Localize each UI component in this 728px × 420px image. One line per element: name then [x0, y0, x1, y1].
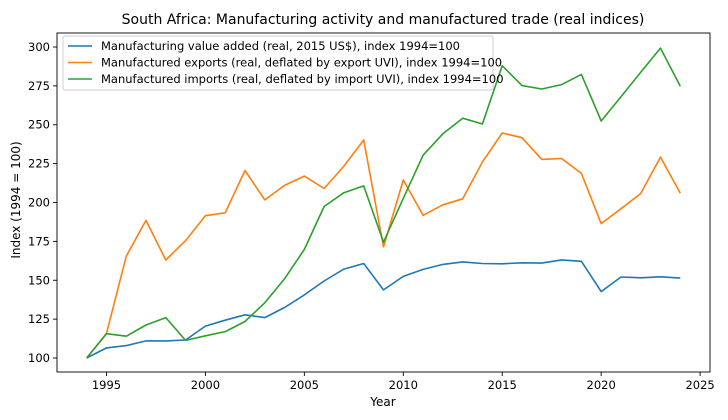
legend-item: Manufactured exports (real, deflated by …: [68, 56, 502, 70]
x-tick-label: 2010: [389, 378, 418, 392]
y-axis: 100 125 150 175 200 225 250 275 300: [28, 40, 57, 365]
y-tick-label: 150: [28, 273, 50, 287]
x-tick-label: 2005: [290, 378, 319, 392]
series-2: [86, 47, 682, 359]
series-1: [86, 132, 682, 359]
y-tick-label: 200: [28, 196, 50, 210]
y-tick-label: 300: [28, 40, 50, 54]
chart-title: South Africa: Manufacturing activity and…: [122, 12, 645, 28]
legend-item: Manufactured imports (real, deflated by …: [68, 72, 504, 86]
legend-label: Manufactured exports (real, deflated by …: [101, 56, 502, 70]
x-tick-label: 2020: [587, 378, 616, 392]
y-axis-label: Index (1994 = 100): [9, 141, 23, 258]
legend-label: Manufacturing value added (real, 2015 US…: [101, 39, 460, 53]
legend-label: Manufactured imports (real, deflated by …: [101, 72, 504, 86]
legend: Manufacturing value added (real, 2015 US…: [62, 35, 504, 91]
y-tick-label: 275: [28, 79, 50, 93]
legend-item: Manufacturing value added (real, 2015 US…: [68, 39, 460, 53]
legend-box: [62, 35, 494, 91]
x-tick-label: 2000: [191, 378, 220, 392]
y-tick-label: 100: [28, 351, 50, 365]
x-axis: 1995 2000 2005 2010 2015 2020 2025: [92, 372, 715, 392]
series-lines: [86, 47, 682, 359]
x-tick-label: 2015: [488, 378, 517, 392]
x-tick-label: 2025: [685, 378, 714, 392]
x-axis-label: Year: [369, 395, 395, 409]
y-tick-label: 125: [28, 312, 50, 326]
x-tick-label: 1995: [92, 378, 121, 392]
y-tick-label: 250: [28, 118, 50, 132]
y-tick-label: 225: [28, 157, 50, 171]
y-tick-label: 175: [28, 234, 50, 248]
